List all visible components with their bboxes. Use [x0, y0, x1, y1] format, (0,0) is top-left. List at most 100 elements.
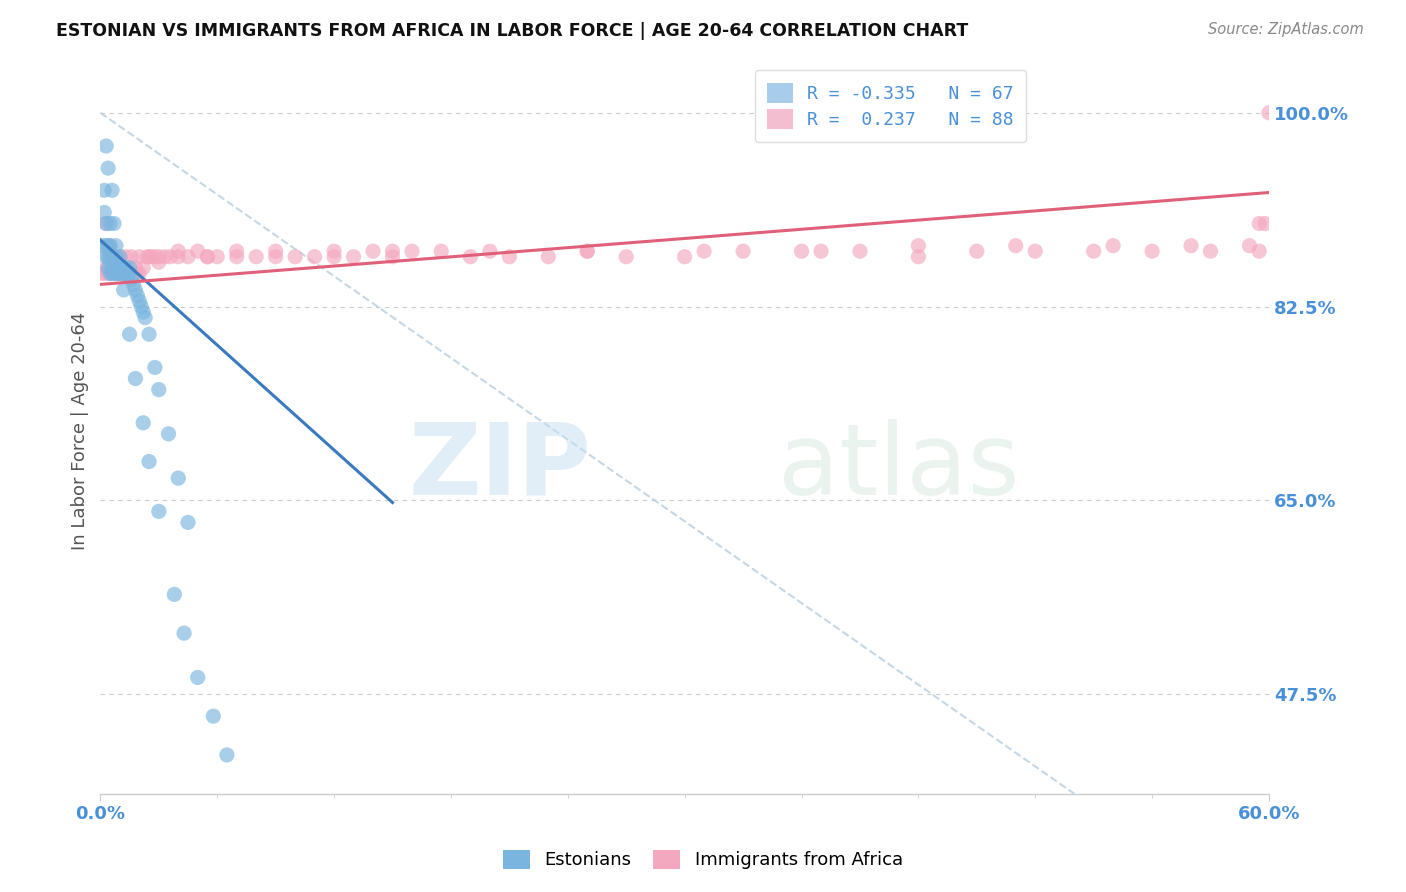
Point [91, 238, 114, 252]
Point [121, 272, 143, 286]
Point [1180, 238, 1202, 252]
Point [118, 327, 141, 342]
Point [101, 266, 124, 280]
Point [91, 266, 114, 280]
Point [97, 250, 120, 264]
Point [97, 260, 120, 275]
Point [138, 250, 160, 264]
Point [114, 266, 136, 280]
Point [401, 244, 423, 259]
Point [122, 266, 145, 280]
Point [124, 283, 146, 297]
Point [1102, 238, 1125, 252]
Point [1258, 105, 1281, 120]
Point [177, 516, 200, 530]
Point [101, 183, 124, 197]
Point [112, 283, 135, 297]
Point [849, 244, 872, 259]
Point [143, 250, 166, 264]
Point [118, 260, 141, 275]
Point [157, 426, 180, 441]
Y-axis label: In Labor Force | Age 20-64: In Labor Force | Age 20-64 [72, 312, 89, 550]
Point [101, 260, 124, 275]
Point [148, 383, 170, 397]
Point [108, 260, 131, 275]
Point [128, 293, 150, 308]
Point [361, 244, 384, 259]
Point [93, 205, 115, 219]
Point [177, 250, 200, 264]
Point [101, 250, 124, 264]
Point [107, 266, 129, 280]
Point [132, 305, 155, 319]
Point [97, 238, 120, 252]
Point [498, 250, 520, 264]
Point [129, 300, 152, 314]
Point [112, 260, 135, 275]
Point [97, 266, 120, 280]
Point [733, 244, 755, 259]
Point [139, 250, 162, 264]
Point [1254, 217, 1277, 231]
Point [107, 266, 129, 280]
Point [215, 747, 238, 762]
Point [167, 250, 190, 264]
Text: atlas: atlas [778, 419, 1019, 516]
Point [98, 217, 121, 231]
Point [284, 250, 307, 264]
Point [108, 250, 131, 264]
Point [101, 266, 124, 280]
Point [111, 260, 134, 275]
Point [103, 266, 125, 280]
Point [187, 670, 209, 684]
Point [132, 260, 155, 275]
Point [167, 471, 190, 485]
Point [103, 250, 125, 264]
Point [121, 250, 143, 264]
Point [381, 244, 404, 259]
Point [117, 266, 139, 280]
Point [127, 288, 149, 302]
Point [124, 371, 146, 385]
Point [907, 238, 929, 252]
Point [98, 238, 121, 252]
Point [112, 260, 135, 275]
Point [264, 250, 287, 264]
Point [148, 250, 170, 264]
Point [134, 310, 156, 325]
Point [98, 266, 121, 280]
Point [202, 709, 225, 723]
Point [1199, 244, 1222, 259]
Point [114, 266, 136, 280]
Point [103, 250, 125, 264]
Point [108, 250, 131, 264]
Point [114, 250, 136, 264]
Point [128, 250, 150, 264]
Point [163, 587, 186, 601]
Point [173, 626, 195, 640]
Point [108, 266, 131, 280]
Point [104, 238, 127, 252]
Point [264, 244, 287, 259]
Point [96, 139, 118, 153]
Point [323, 244, 346, 259]
Point [132, 416, 155, 430]
Point [112, 266, 135, 280]
Point [1249, 244, 1271, 259]
Point [103, 260, 125, 275]
Text: Source: ZipAtlas.com: Source: ZipAtlas.com [1208, 22, 1364, 37]
Point [127, 266, 149, 280]
Point [1004, 238, 1026, 252]
Point [304, 250, 326, 264]
Point [148, 504, 170, 518]
Point [93, 266, 115, 280]
Point [124, 260, 146, 275]
Point [96, 238, 118, 252]
Point [117, 266, 139, 280]
Point [111, 266, 134, 280]
Point [1239, 238, 1261, 252]
Point [197, 250, 219, 264]
Legend: R = -0.335   N = 67, R =  0.237   N = 88: R = -0.335 N = 67, R = 0.237 N = 88 [755, 70, 1026, 142]
Point [460, 250, 482, 264]
Point [121, 266, 143, 280]
